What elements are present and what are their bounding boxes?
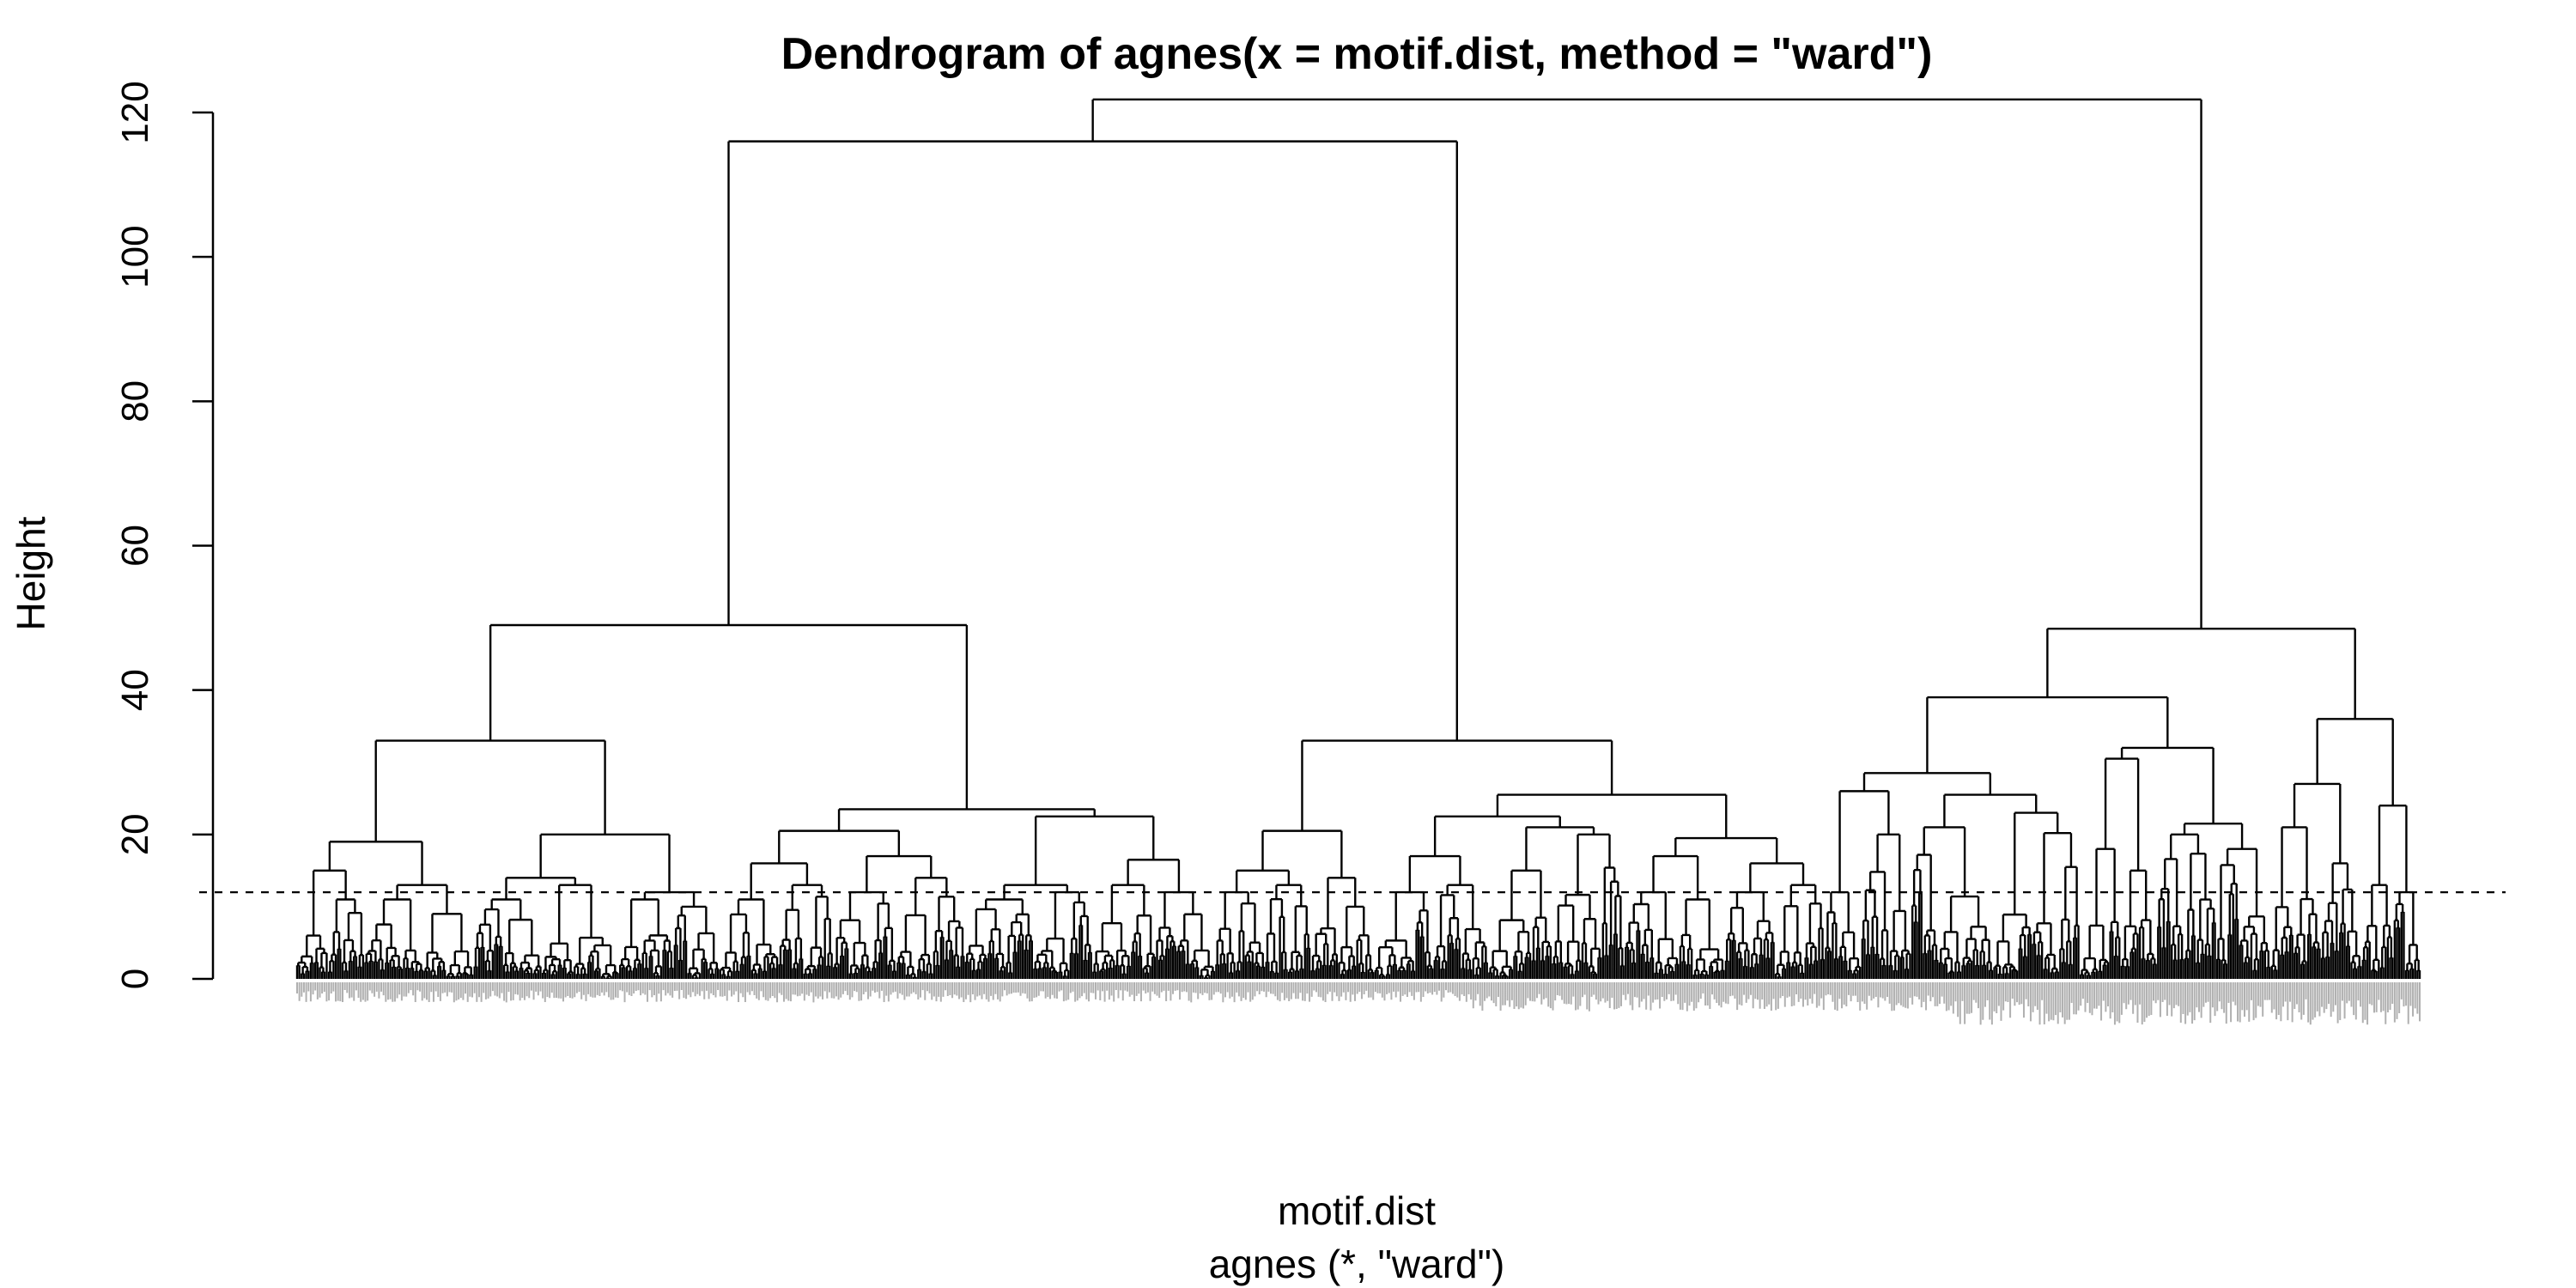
leaf-labels: [296, 982, 2421, 1025]
y-axis: 0 20 40 60 80 100 120: [114, 81, 215, 989]
y-tick-label: 100: [114, 225, 156, 288]
y-tick-label: 80: [114, 380, 156, 422]
y-tick-label: 40: [114, 669, 156, 711]
y-tick-label: 20: [114, 813, 156, 855]
x-axis-label: motif.dist: [1278, 1188, 1436, 1233]
chart-title: Dendrogram of agnes(x = motif.dist, meth…: [781, 29, 1933, 79]
chart-subtitle: agnes (*, "ward"): [1209, 1242, 1505, 1286]
y-axis-label: Height: [9, 516, 53, 630]
y-tick-label: 0: [114, 969, 156, 989]
leaf-label-marks: [296, 982, 2421, 1025]
dendrogram-links: [295, 98, 2421, 979]
y-tick-label: 120: [114, 81, 156, 143]
y-tick-label: 60: [114, 525, 156, 567]
y-ticks: 0 20 40 60 80 100 120: [114, 81, 213, 989]
merge-links: [295, 98, 2421, 979]
